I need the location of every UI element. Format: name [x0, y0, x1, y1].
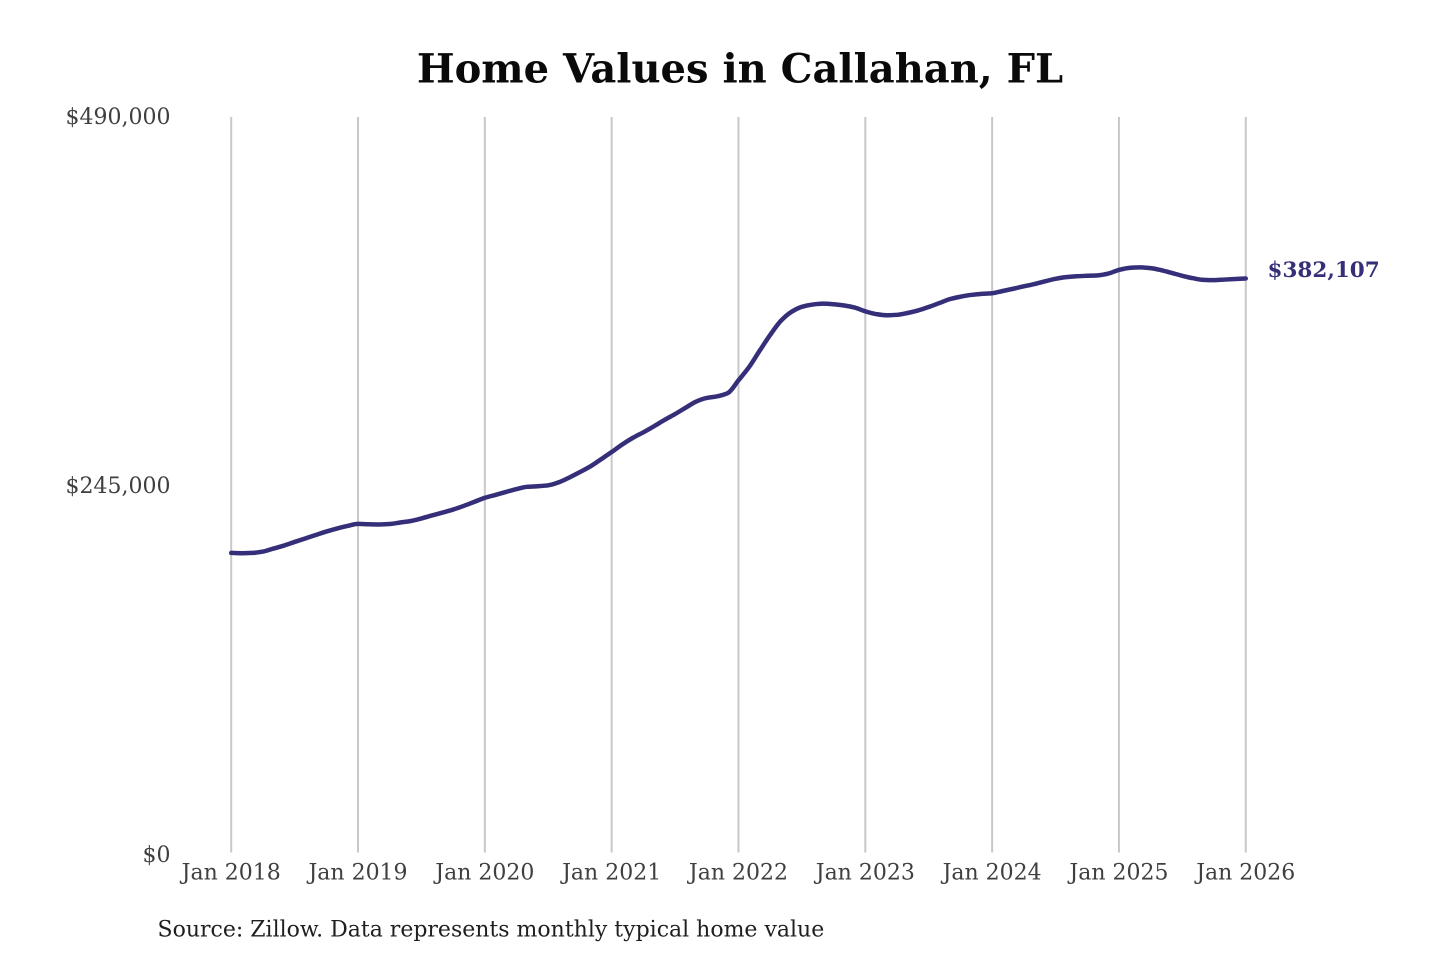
- x-axis-labels: Jan 2018 Jan 2019 Jan 2020 Jan 2021 Jan 2022…: [180, 861, 1296, 886]
- y-axis-label-490000: $490,000: [66, 105, 171, 130]
- chart-title: Home Values in Callahan, FL: [417, 46, 1063, 93]
- y-axis-labels: $0 $245,000 $490,000: [66, 105, 171, 868]
- x-axis-label-2026-01: Jan 2026: [1194, 861, 1295, 886]
- x-axis-label-2025-01: Jan 2025: [1067, 861, 1168, 886]
- x-axis-label-2023-01: Jan 2023: [814, 861, 915, 886]
- x-axis-label-2018-01: Jan 2018: [180, 861, 281, 886]
- gridlines: [230, 117, 1247, 853]
- x-axis-label-2020-01: Jan 2020: [433, 861, 534, 886]
- y-axis-label-0: $0: [143, 843, 171, 868]
- x-axis-label-2022-01: Jan 2022: [687, 861, 788, 886]
- y-axis-label-245000: $245,000: [66, 474, 171, 499]
- source-note: Source: Zillow. Data represents monthly …: [158, 918, 825, 943]
- x-axis-label-2024-01: Jan 2024: [941, 861, 1042, 886]
- current-value-label: $382,107: [1268, 258, 1380, 283]
- price-line-series: [228, 265, 1249, 556]
- x-axis-label-2021-01: Jan 2021: [560, 861, 661, 886]
- x-axis-label-2019-01: Jan 2019: [306, 861, 407, 886]
